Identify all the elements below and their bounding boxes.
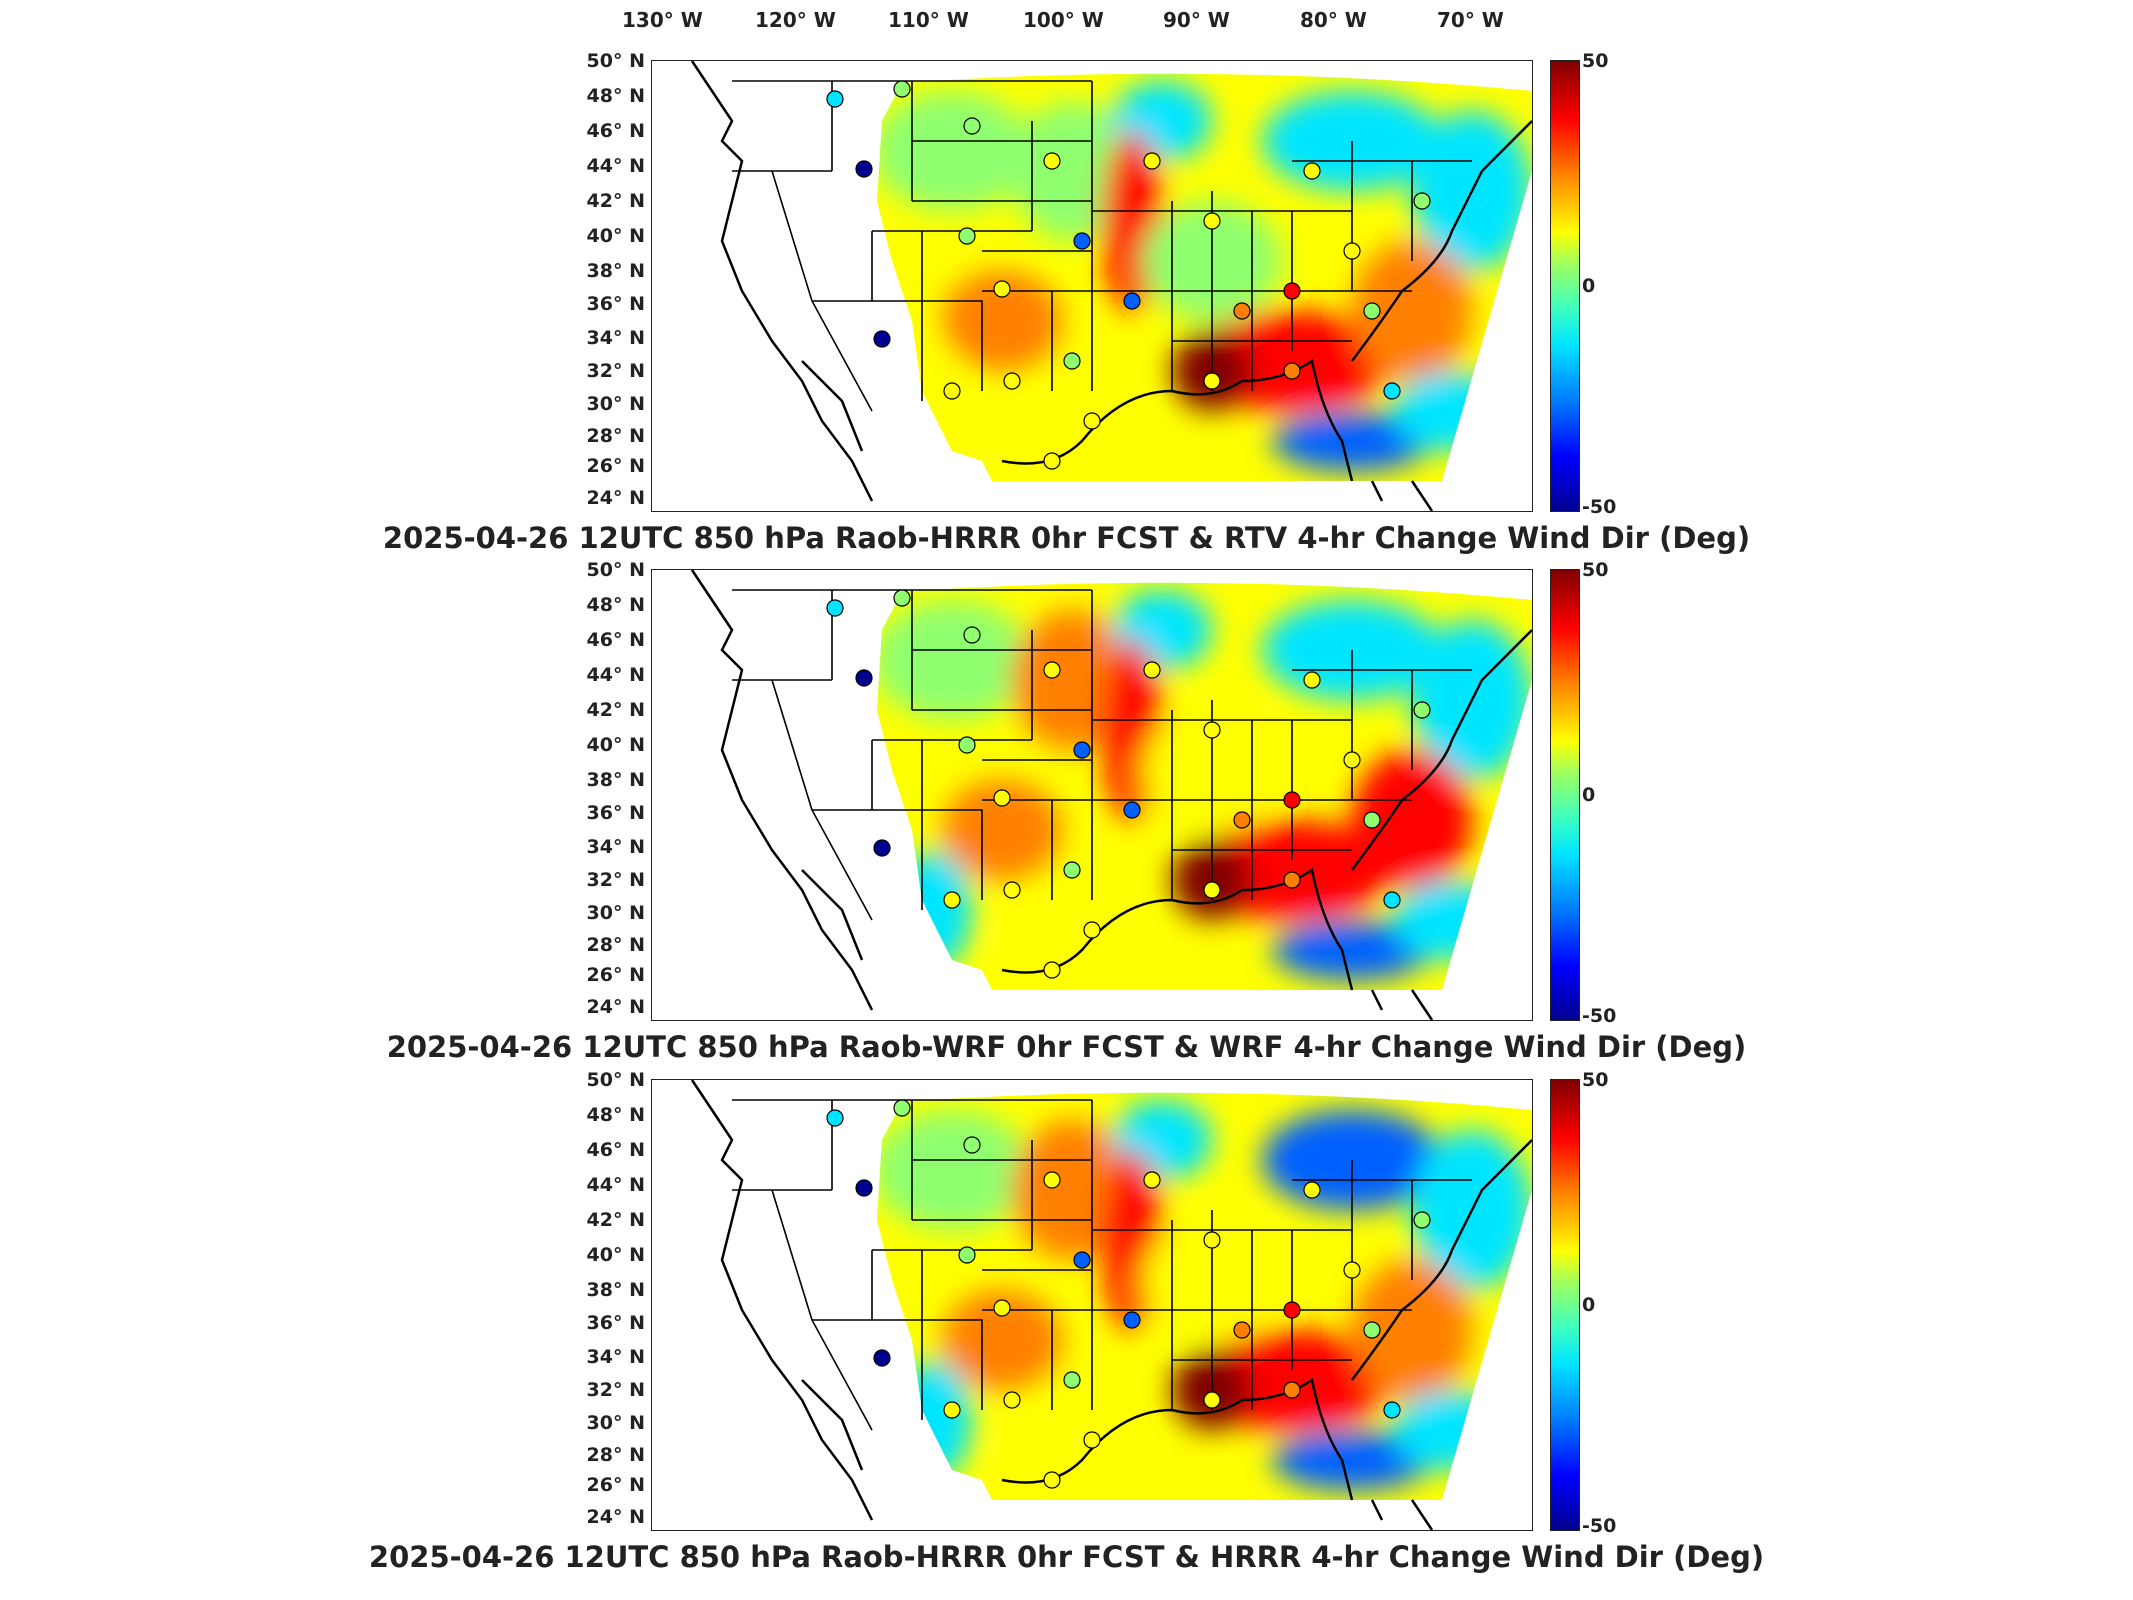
map-frame — [651, 1079, 1533, 1531]
lat-label: 50° N — [586, 559, 645, 581]
lat-label: 28° N — [586, 1444, 645, 1466]
map-frame — [651, 569, 1533, 1021]
colorbar-mid-label: 0 — [1582, 784, 1596, 806]
lat-label: 44° N — [586, 1174, 645, 1196]
lat-label: 32° N — [586, 1379, 645, 1401]
lat-label: 48° N — [586, 1104, 645, 1126]
lat-label: 50° N — [586, 1069, 645, 1091]
colorbar — [1550, 1079, 1580, 1531]
lat-label: 42° N — [586, 699, 645, 721]
colorbar-mid-label: 0 — [1582, 275, 1596, 297]
map-canvas — [690, 570, 1532, 1020]
lon-label: 80° W — [1300, 8, 1367, 32]
panel-caption: 2025-04-26 12UTC 850 hPa Raob-WRF 0hr FC… — [386, 1030, 1747, 1064]
map-canvas — [690, 1080, 1532, 1530]
lat-label: 32° N — [586, 360, 645, 382]
lat-label: 36° N — [586, 293, 645, 315]
colorbar-min-label: -50 — [1582, 496, 1617, 518]
lat-label: 26° N — [586, 964, 645, 986]
lat-label: 38° N — [586, 260, 645, 282]
lat-label: 44° N — [586, 664, 645, 686]
colorbar-min-label: -50 — [1582, 1515, 1617, 1537]
lat-label: 24° N — [586, 1506, 645, 1528]
lat-label: 24° N — [586, 996, 645, 1018]
colorbar-min-label: -50 — [1582, 1005, 1617, 1027]
lat-label: 42° N — [586, 190, 645, 212]
colorbar-mid-label: 0 — [1582, 1294, 1596, 1316]
lat-label: 46° N — [586, 629, 645, 651]
lon-label: 70° W — [1437, 8, 1504, 32]
lat-label: 50° N — [586, 50, 645, 72]
colorbar-max-label: 50 — [1582, 50, 1609, 72]
lat-label: 48° N — [586, 85, 645, 107]
lon-label: 110° W — [888, 8, 969, 32]
colorbar — [1550, 569, 1580, 1021]
colorbar-max-label: 50 — [1582, 1069, 1609, 1091]
lat-label: 48° N — [586, 594, 645, 616]
lat-label: 40° N — [586, 734, 645, 756]
lat-label: 30° N — [586, 1412, 645, 1434]
lat-label: 46° N — [586, 1139, 645, 1161]
lat-label: 24° N — [586, 487, 645, 509]
lat-label: 30° N — [586, 902, 645, 924]
lon-label: 90° W — [1163, 8, 1230, 32]
lat-label: 42° N — [586, 1209, 645, 1231]
map-frame — [651, 60, 1533, 512]
lat-label: 36° N — [586, 1312, 645, 1334]
lat-label: 44° N — [586, 155, 645, 177]
lat-label: 26° N — [586, 1474, 645, 1496]
lat-label: 26° N — [586, 455, 645, 477]
lat-label: 28° N — [586, 934, 645, 956]
lat-label: 38° N — [586, 1279, 645, 1301]
lon-label: 130° W — [622, 8, 703, 32]
lat-label: 34° N — [586, 1346, 645, 1368]
map-canvas — [690, 61, 1532, 511]
lat-label: 28° N — [586, 425, 645, 447]
lat-label: 40° N — [586, 1244, 645, 1266]
panel-caption: 2025-04-26 12UTC 850 hPa Raob-HRRR 0hr F… — [382, 521, 1751, 555]
lat-label: 46° N — [586, 120, 645, 142]
colorbar-max-label: 50 — [1582, 559, 1609, 581]
lon-label: 120° W — [755, 8, 836, 32]
lat-label: 34° N — [586, 836, 645, 858]
lat-label: 38° N — [586, 769, 645, 791]
lon-label: 100° W — [1023, 8, 1104, 32]
lat-label: 40° N — [586, 225, 645, 247]
panel-caption: 2025-04-26 12UTC 850 hPa Raob-HRRR 0hr F… — [368, 1540, 1765, 1574]
lat-label: 36° N — [586, 802, 645, 824]
lat-label: 34° N — [586, 327, 645, 349]
colorbar — [1550, 60, 1580, 512]
lat-label: 30° N — [586, 393, 645, 415]
lat-label: 32° N — [586, 869, 645, 891]
